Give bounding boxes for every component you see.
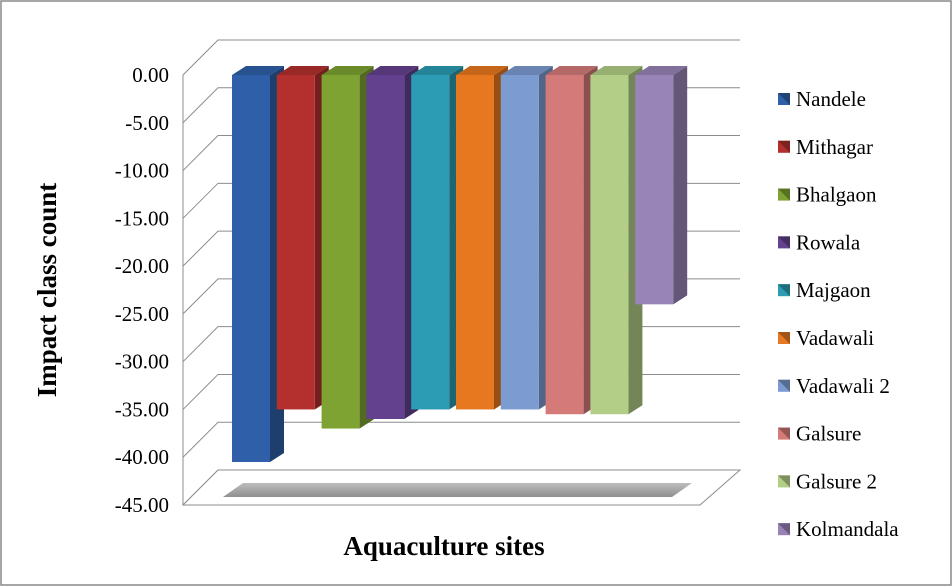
y-tick-label: -40.00 (115, 445, 169, 469)
bar-top (232, 66, 284, 75)
y-axis-title: Impact class count (32, 183, 62, 398)
bar-front (590, 75, 629, 415)
gridline (182, 421, 740, 458)
legend-item: Galsure (778, 422, 861, 446)
legend-swatch-shade (778, 93, 790, 105)
legend-item: Bhalgaon (778, 183, 877, 207)
bar-top (276, 66, 329, 75)
bar-front (545, 75, 584, 415)
bar-front (411, 75, 450, 410)
legend-item: Vadawali 2 (778, 374, 890, 398)
bar-top (321, 66, 374, 75)
legend-swatch-shade (778, 379, 790, 392)
y-tick-label: -35.00 (115, 397, 169, 421)
bar-rowala (366, 66, 419, 419)
bar-vadawali-2 (500, 66, 553, 410)
gridline (182, 39, 740, 76)
legend: Nandele Mithagar Bhalgaon Rowala Majgaon Vada… (778, 87, 899, 541)
legend-label: Kolmandala (796, 517, 899, 541)
legend-swatch-shade (778, 284, 790, 297)
bar-top (366, 66, 419, 75)
y-tick-label: -20.00 (115, 254, 169, 278)
legend-label: Nandele (796, 87, 866, 111)
bar-galsure-2 (590, 66, 643, 415)
legend-item: Majgaon (778, 278, 871, 302)
floor-shadow (223, 483, 692, 497)
legend-label: Vadawali (796, 326, 874, 350)
bar-top (545, 66, 598, 75)
bar-side (673, 66, 688, 305)
y-tick-label: -10.00 (115, 159, 169, 183)
bar-front (500, 75, 539, 410)
legend-swatch-shade (778, 188, 790, 201)
bar-front (456, 75, 494, 410)
legend-label: Galsure 2 (796, 469, 877, 493)
legend-item: Nandele (778, 87, 866, 111)
legend-swatch-shade (778, 475, 790, 488)
bar-top (456, 66, 508, 75)
legend-swatch-shade (778, 332, 790, 344)
y-tick-label: -45.00 (115, 493, 169, 517)
x-axis-title: Aquaculture sites (343, 531, 544, 561)
legend-label: Bhalgaon (796, 183, 877, 207)
legend-swatch-shade (778, 236, 790, 249)
bar-front (276, 75, 315, 410)
bar-top (411, 66, 464, 75)
bar-mithagar (276, 66, 329, 410)
legend-item: Galsure 2 (778, 469, 877, 493)
bar-bhalgaon (321, 66, 374, 429)
y-tick-label: -5.00 (125, 111, 169, 135)
legend-swatch-shade (778, 140, 790, 153)
bar-top (590, 66, 643, 75)
bar-vadawali (456, 66, 508, 410)
legend-swatch-shade (778, 523, 790, 536)
bar-front (321, 75, 360, 429)
legend-label: Vadawali 2 (796, 374, 890, 398)
legend-item: Mithagar (778, 135, 873, 159)
y-tick-label: 0.00 (132, 63, 169, 87)
bar-kolmandala (635, 66, 688, 305)
legend-label: Rowala (796, 230, 861, 254)
legend-item: Vadawali (778, 326, 874, 350)
bar-nandele (232, 66, 284, 462)
bar-top (635, 66, 688, 75)
y-tick-label: -30.00 (115, 350, 169, 374)
legend-item: Kolmandala (778, 517, 899, 541)
legend-label: Galsure (796, 422, 861, 446)
bar-front (232, 75, 270, 462)
bars (232, 66, 688, 462)
bar-front (366, 75, 405, 419)
legend-label: Mithagar (796, 135, 873, 159)
y-tick-label: -15.00 (115, 206, 169, 230)
legend-item: Rowala (778, 230, 861, 254)
bar-front (635, 75, 674, 305)
bar-top (500, 66, 553, 75)
y-tick-label: -25.00 (115, 302, 169, 326)
bar-galsure (545, 66, 598, 415)
legend-swatch-shade (778, 427, 790, 440)
legend-label: Majgaon (796, 278, 871, 302)
chart-floor (181, 469, 742, 506)
bar-majgaon (411, 66, 464, 410)
y-axis-ticks: 0.00 -5.00 -10.00 -15.00 -20.00 -25.00 -30.00 -… (115, 63, 169, 517)
